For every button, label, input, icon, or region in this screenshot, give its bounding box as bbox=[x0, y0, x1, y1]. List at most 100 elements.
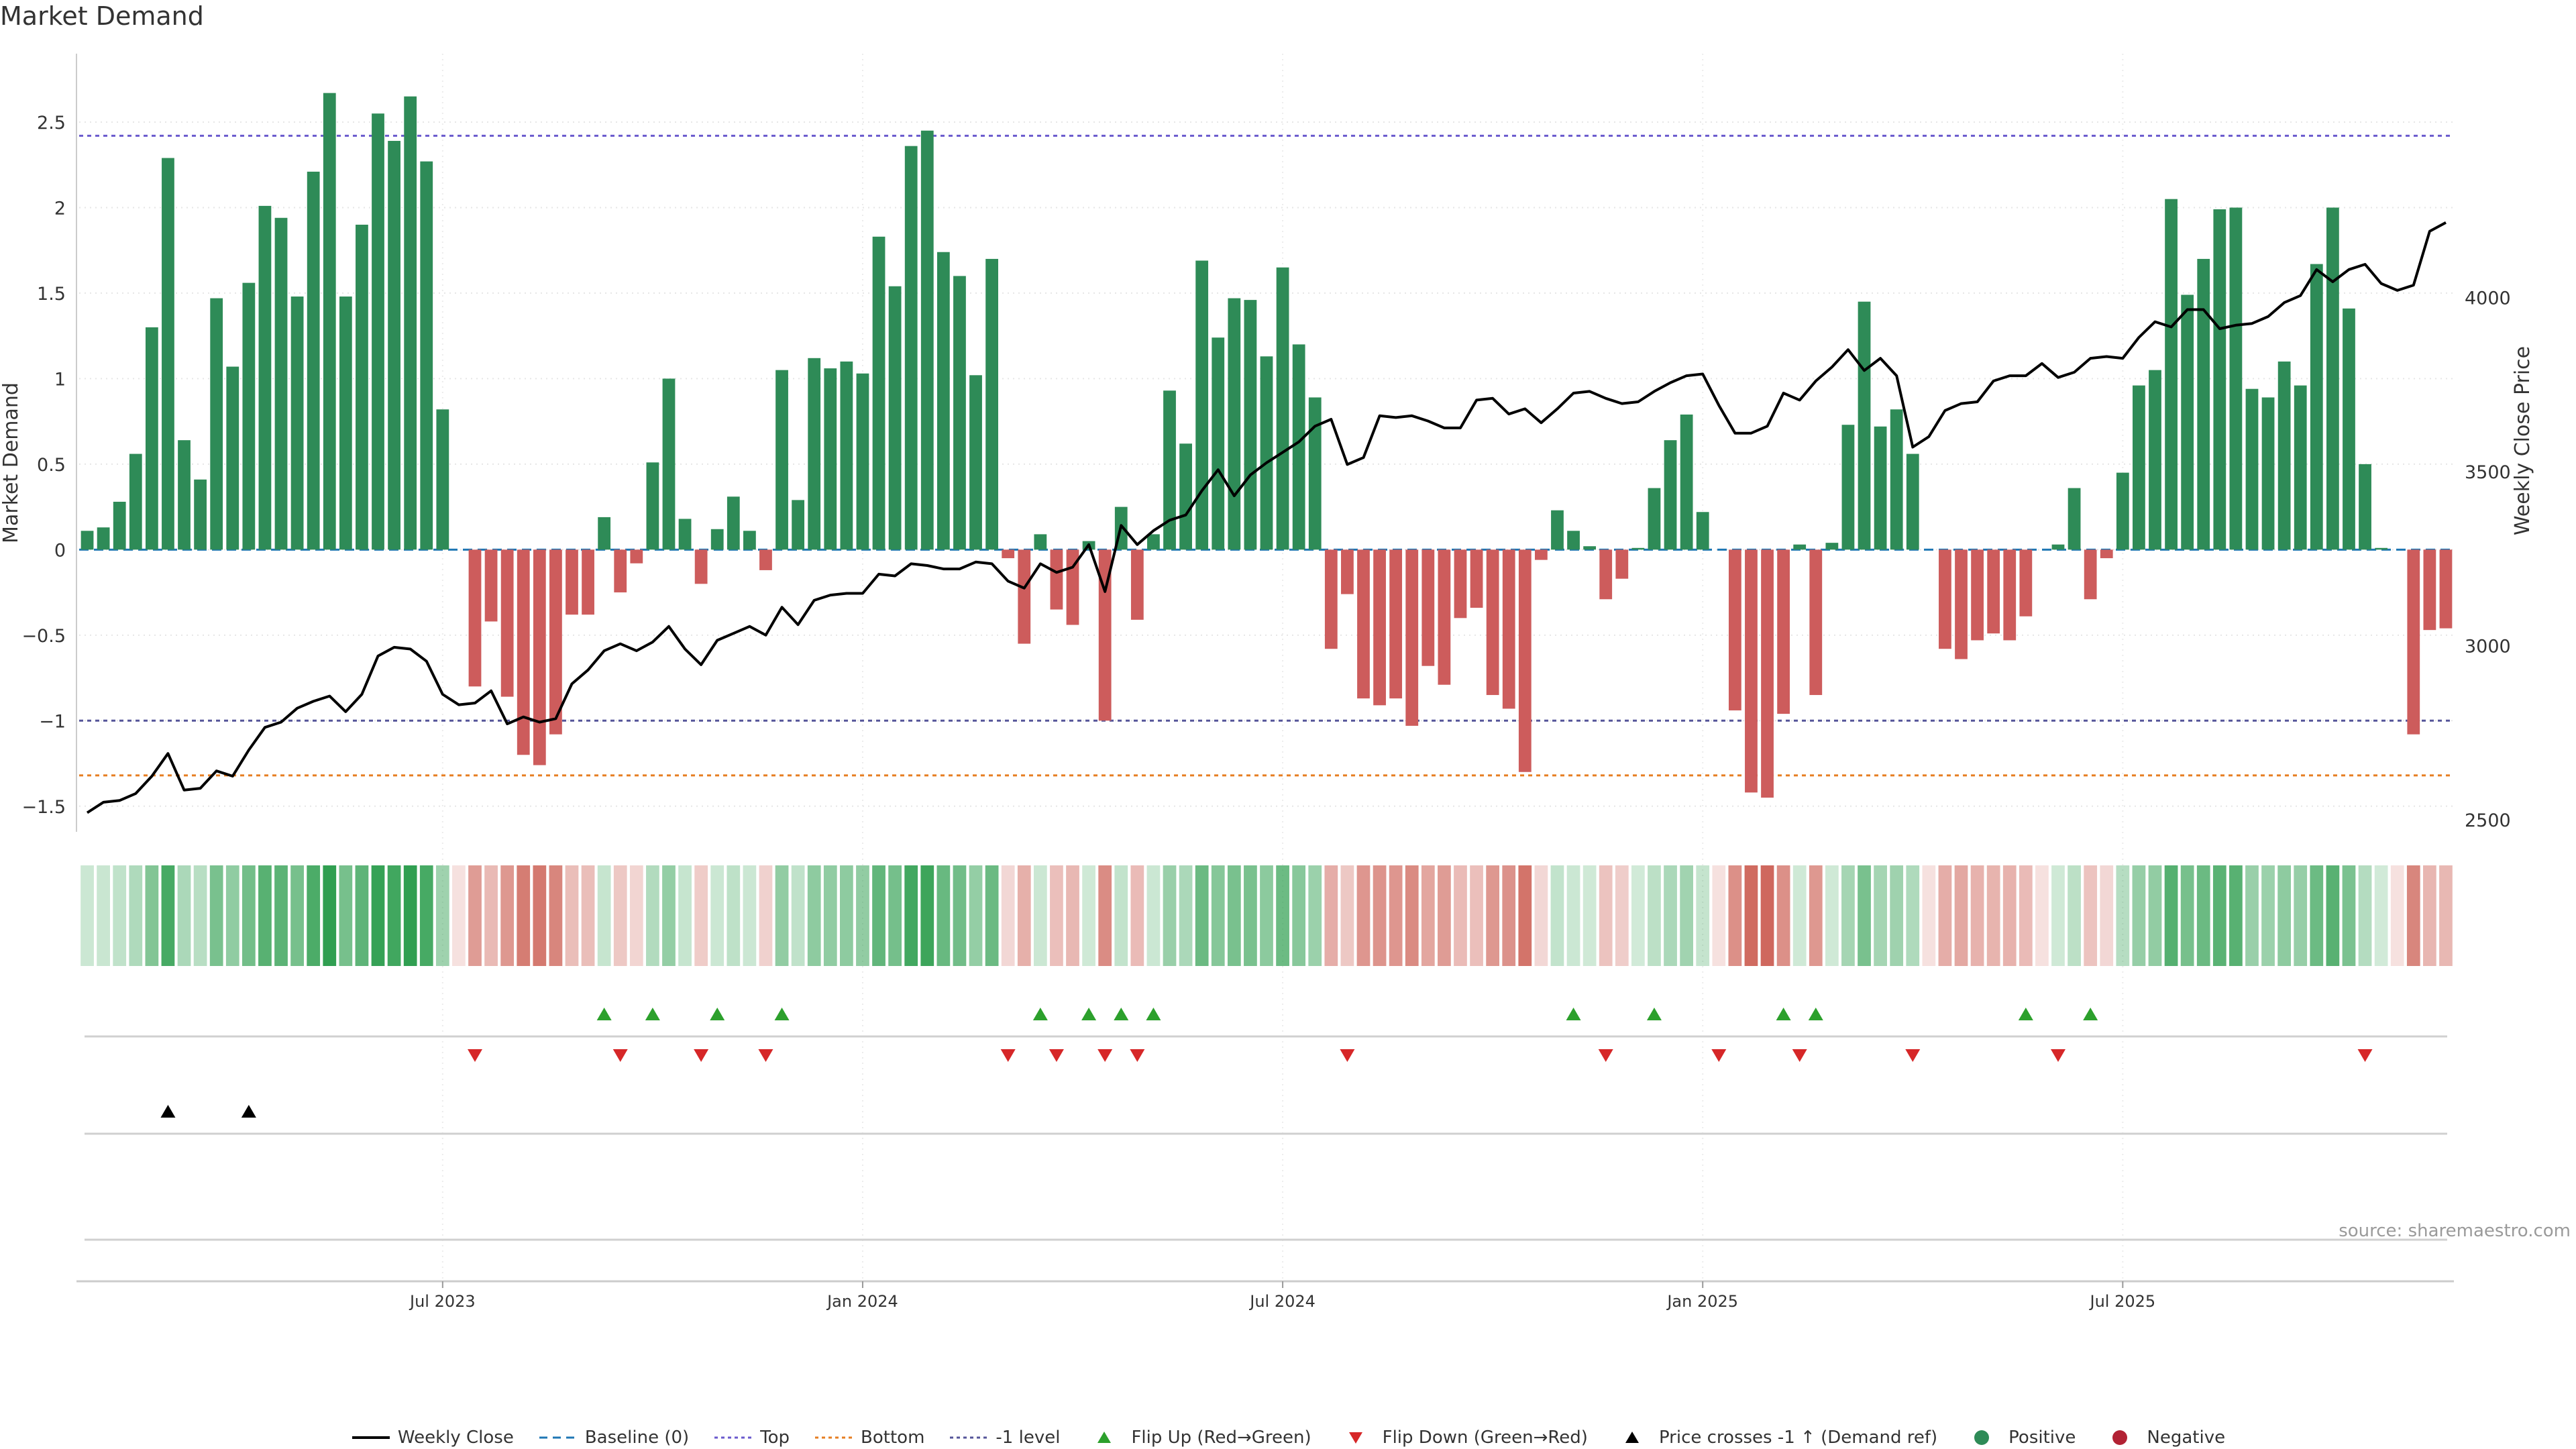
dotted-line-icon bbox=[815, 1436, 853, 1439]
positive-bar bbox=[1308, 397, 1322, 550]
heat-cell-negative bbox=[1356, 865, 1371, 966]
chart-legend: Weekly Close Baseline (0) Top Bottom -1 leve… bbox=[0, 1428, 2576, 1448]
heat-cell-positive bbox=[209, 865, 223, 966]
heat-cell-positive bbox=[1841, 865, 1855, 966]
legend-item: Negative bbox=[2100, 1428, 2225, 1448]
legend-item: Top bbox=[713, 1428, 790, 1448]
heat-cell-positive bbox=[727, 865, 741, 966]
heat-cell-positive bbox=[2390, 865, 2404, 966]
heat-cell-positive bbox=[323, 865, 337, 966]
negative-bar bbox=[582, 549, 594, 615]
positive-bar bbox=[1696, 512, 1709, 550]
heat-cell-positive bbox=[662, 865, 676, 966]
heat-cell-positive bbox=[791, 865, 805, 966]
legend-label: Baseline (0) bbox=[584, 1428, 690, 1448]
flip-up-marker bbox=[2083, 1008, 2098, 1020]
positive-bar bbox=[420, 161, 433, 550]
heat-cell-positive bbox=[1195, 865, 1209, 966]
heat-cell-negative bbox=[1438, 865, 1451, 966]
solid-line-icon bbox=[352, 1436, 390, 1439]
legend-item: Flip Down (Green→Red) bbox=[1336, 1428, 1588, 1448]
negative-bar bbox=[1518, 549, 1532, 772]
legend-label: Price crosses -1 ↑ (Demand ref) bbox=[1658, 1428, 1938, 1448]
x-tick-label: Jul 2024 bbox=[1248, 1292, 1316, 1311]
negative-bar bbox=[1745, 549, 1758, 793]
heat-cell-negative bbox=[1017, 865, 1031, 966]
negative-bar bbox=[1438, 549, 1451, 685]
heat-cell-positive bbox=[678, 865, 692, 966]
negative-bar bbox=[1599, 549, 1613, 600]
heat-cell-negative bbox=[1809, 865, 1823, 966]
positive-bar bbox=[323, 93, 336, 550]
heat-cell-negative bbox=[1324, 865, 1338, 966]
heat-cell-positive bbox=[2180, 865, 2194, 966]
heat-cell-positive bbox=[597, 865, 611, 966]
positive-bar bbox=[2277, 361, 2291, 550]
y-axis-ticks: −1.5 −1 −0.5 0 0.5 1 1.5 2 2.5 bbox=[21, 113, 66, 818]
heat-cell-positive bbox=[1114, 865, 1128, 966]
heat-cell-negative bbox=[2084, 865, 2098, 966]
negative-bar bbox=[2439, 549, 2453, 629]
y-tick-label: −1 bbox=[39, 711, 66, 732]
flip-up-marker bbox=[2018, 1008, 2033, 1020]
x-axis: Jul 2023 Jan 2024 Jul 2024 Jan 2025 Jul 2025 bbox=[76, 1280, 2454, 1311]
positive-bar bbox=[1567, 531, 1580, 550]
heat-cell-positive bbox=[435, 865, 449, 966]
heat-cell-positive bbox=[969, 865, 983, 966]
heat-cell-positive bbox=[1696, 865, 1710, 966]
legend-item: Flip Up (Red→Green) bbox=[1084, 1428, 1311, 1448]
heat-cell-positive bbox=[193, 865, 207, 966]
positive-bar bbox=[1890, 409, 1903, 550]
negative-bar bbox=[630, 549, 643, 564]
positive-bar bbox=[1551, 510, 1564, 550]
flip-up-marker bbox=[1776, 1008, 1791, 1020]
flip-up-marker bbox=[1808, 1008, 1823, 1020]
positive-bar bbox=[662, 378, 676, 550]
positive-bar bbox=[904, 146, 918, 550]
flip-down-marker bbox=[1000, 1049, 1016, 1062]
legend-label: Bottom bbox=[861, 1428, 925, 1448]
legend-item: Weekly Close bbox=[351, 1428, 514, 1448]
negative-bar bbox=[614, 549, 627, 593]
positive-bar bbox=[2197, 258, 2210, 550]
heat-cell-positive bbox=[2164, 865, 2178, 966]
heat-cell-positive bbox=[710, 865, 724, 966]
heat-cell-positive bbox=[1890, 865, 1904, 966]
heat-cell-positive bbox=[2326, 865, 2340, 966]
flip-down-marker bbox=[1792, 1049, 1807, 1062]
heat-cell-negative bbox=[1760, 865, 1774, 966]
positive-bar bbox=[646, 462, 659, 550]
legend-label: Weekly Close bbox=[397, 1428, 514, 1448]
positive-bar bbox=[2261, 397, 2275, 550]
triangle-up-icon bbox=[1097, 1432, 1112, 1443]
positive-bar bbox=[824, 368, 837, 550]
positive-bar bbox=[1631, 547, 1645, 550]
heat-cell-negative bbox=[1389, 865, 1403, 966]
negative-bar bbox=[1761, 549, 1774, 798]
y2-tick-label: 3500 bbox=[2465, 462, 2511, 483]
heat-cell-negative bbox=[468, 865, 482, 966]
heat-cell-positive bbox=[419, 865, 433, 966]
heat-cell-positive bbox=[1874, 865, 1887, 966]
positive-bar bbox=[1163, 390, 1176, 550]
heat-cell-positive bbox=[1648, 865, 1661, 966]
negative-bar bbox=[468, 549, 482, 687]
positive-bar bbox=[2181, 294, 2194, 550]
legend-item: Baseline (0) bbox=[538, 1428, 689, 1448]
heat-cell-negative bbox=[2406, 865, 2420, 966]
heat-cell-positive bbox=[1292, 865, 1306, 966]
heat-cell-negative bbox=[1001, 865, 1015, 966]
legend-item: Positive bbox=[1962, 1428, 2076, 1448]
negative-bar bbox=[1470, 549, 1483, 608]
heat-cell-positive bbox=[2342, 865, 2356, 966]
positive-bar bbox=[339, 297, 352, 550]
positive-bar bbox=[2149, 370, 2161, 550]
positive-bar bbox=[194, 479, 207, 550]
heat-cell-positive bbox=[1244, 865, 1257, 966]
heat-cell-positive bbox=[145, 865, 159, 966]
heat-cell-positive bbox=[888, 865, 902, 966]
heat-cell-positive bbox=[1792, 865, 1807, 966]
source-credit: source: sharemaestro.com bbox=[2339, 1221, 2571, 1241]
negative-bar bbox=[549, 549, 562, 735]
heat-cell-positive bbox=[129, 865, 143, 966]
